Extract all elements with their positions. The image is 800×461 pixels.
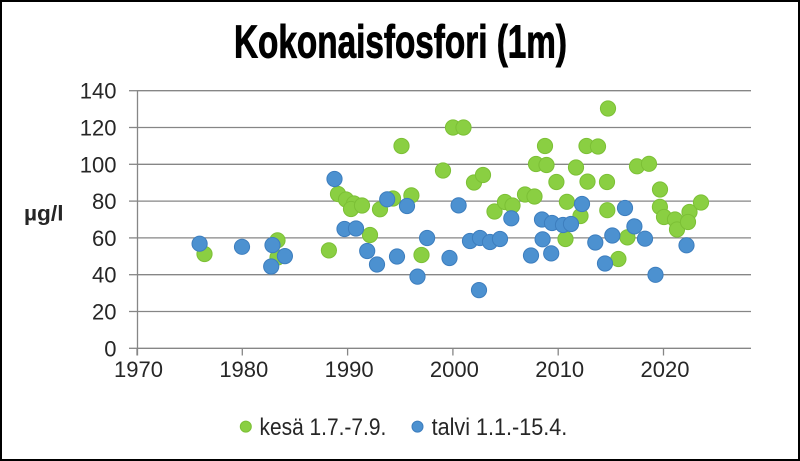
svg-text:talvi 1.1.-15.4.: talvi 1.1.-15.4. xyxy=(432,414,568,441)
svg-text:20: 20 xyxy=(92,300,116,325)
svg-text:0: 0 xyxy=(104,336,116,361)
svg-text:2020: 2020 xyxy=(641,357,690,382)
svg-text:100: 100 xyxy=(80,152,117,177)
svg-text:Kokonaisfosfori (1m): Kokonaisfosfori (1m) xyxy=(234,16,567,68)
svg-text:40: 40 xyxy=(92,263,116,288)
svg-text:2010: 2010 xyxy=(535,357,584,382)
svg-text:60: 60 xyxy=(92,226,116,251)
svg-text:120: 120 xyxy=(80,116,117,141)
svg-text:140: 140 xyxy=(80,79,117,104)
svg-text:80: 80 xyxy=(92,189,116,214)
svg-text:1980: 1980 xyxy=(219,357,268,382)
svg-text:kesä 1.7.-7.9.: kesä 1.7.-7.9. xyxy=(260,414,387,441)
svg-text:1970: 1970 xyxy=(114,357,163,382)
svg-text:µg/l: µg/l xyxy=(24,202,64,225)
svg-text:2000: 2000 xyxy=(430,357,479,382)
svg-text:1990: 1990 xyxy=(325,357,374,382)
